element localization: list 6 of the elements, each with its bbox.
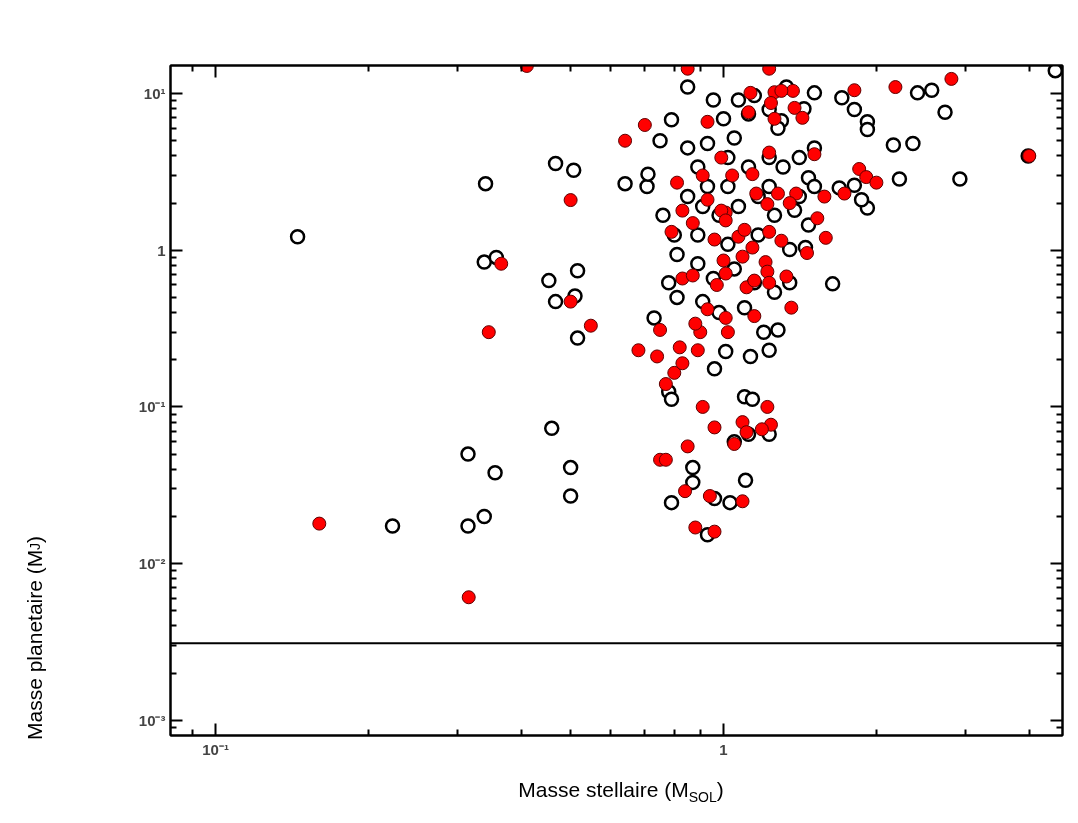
x-axis-title: Masse stellaire (M$_{SOL}$) — [517, 777, 725, 808]
y-tick-label: 10⁻³ — [138, 711, 166, 729]
y-tick-label: 1 — [157, 241, 166, 259]
y-tick-label: 10¹ — [143, 85, 166, 103]
y-tick-label: 10⁻¹ — [138, 398, 166, 416]
y-tick-label: 10⁻² — [138, 555, 166, 573]
